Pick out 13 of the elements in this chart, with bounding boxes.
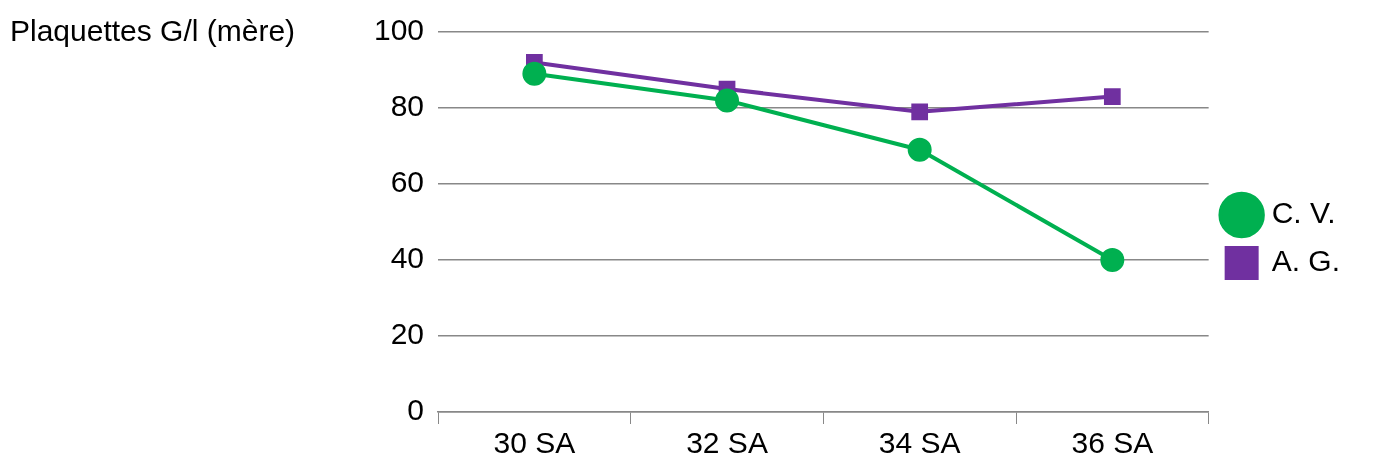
y-tick-label: 40 <box>390 241 425 275</box>
y-axis-title: Plaquettes G/l (mère) <box>10 13 297 49</box>
x-tick-label: 30 SA <box>493 426 576 460</box>
y-tick-label: 20 <box>390 317 425 351</box>
y-tick-label: 80 <box>390 89 425 123</box>
x-tick-label: 32 SA <box>686 426 768 460</box>
y-tick-label: 60 <box>390 165 425 199</box>
y-tick-label: 0 <box>407 393 425 427</box>
x-tick-label: 34 SA <box>878 426 961 460</box>
legend-label: A. G. <box>1271 244 1341 278</box>
x-tick-label: 36 SA <box>1071 426 1154 460</box>
legend-label: C. V. <box>1271 196 1336 230</box>
y-tick-label: 100 <box>373 13 425 47</box>
